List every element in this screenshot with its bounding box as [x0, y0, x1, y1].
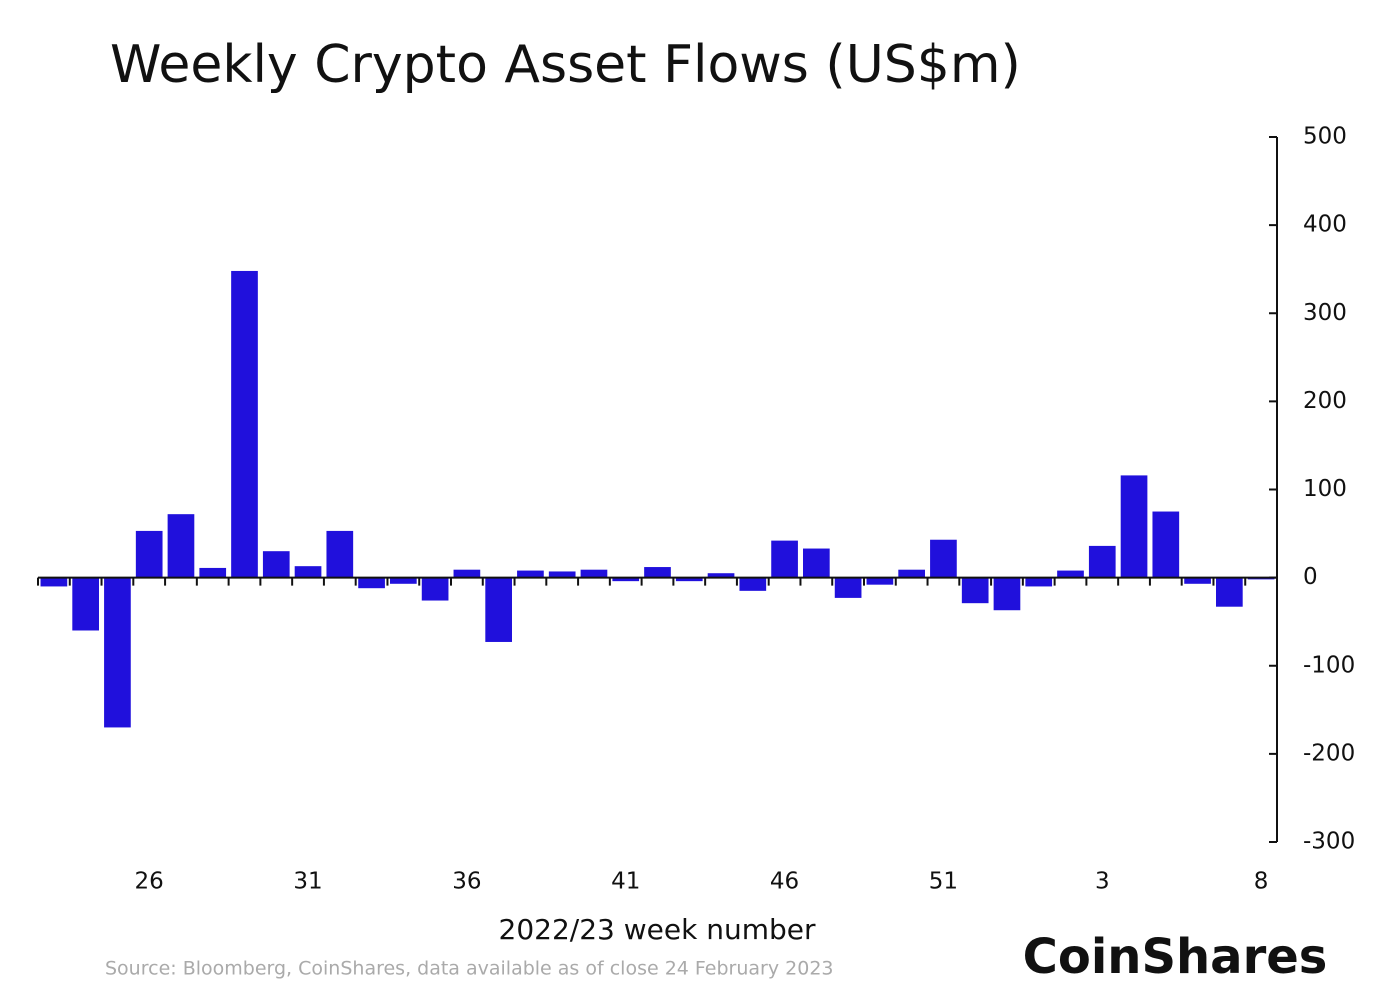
bar [644, 567, 671, 578]
bar [72, 577, 99, 631]
bar [1184, 577, 1211, 584]
bar [40, 577, 68, 587]
bar [1057, 570, 1084, 578]
bar [612, 577, 640, 582]
y-tick-label: 100 [1303, 476, 1347, 502]
bar [104, 577, 131, 728]
y-tick-label: 500 [1303, 124, 1347, 150]
bar [993, 577, 1021, 611]
x-tick-label: 51 [929, 869, 958, 895]
bar [930, 539, 957, 578]
y-tick-label: 400 [1303, 212, 1347, 238]
bar [1025, 577, 1053, 587]
bar [390, 577, 417, 584]
bar [707, 573, 735, 578]
bar [231, 270, 258, 578]
x-tick-label: 41 [611, 869, 640, 895]
x-tick-label: 31 [293, 869, 322, 895]
bar [167, 514, 195, 578]
x-tick-label: 26 [135, 869, 164, 895]
y-tick-label: 0 [1303, 564, 1318, 590]
bar [453, 569, 481, 578]
bar [262, 551, 290, 578]
bar [771, 540, 798, 578]
x-tick-label: 36 [452, 869, 481, 895]
bar [1216, 577, 1243, 607]
bar [580, 569, 608, 578]
logo: CoinShares [1023, 929, 1328, 985]
bar [358, 577, 385, 589]
bar [548, 571, 576, 578]
bar [294, 566, 322, 578]
bar [866, 577, 894, 585]
bar [739, 577, 767, 591]
bar [517, 570, 544, 578]
bar [898, 569, 925, 578]
bar [199, 567, 227, 578]
x-axis-label: 2022/23 week number [499, 913, 816, 946]
bar [326, 530, 354, 578]
bar [803, 548, 830, 578]
bar [135, 530, 163, 578]
bar [1120, 475, 1148, 578]
bar [961, 577, 989, 604]
y-tick-label: -300 [1303, 829, 1355, 855]
source-note: Source: Bloomberg, CoinShares, data avai… [105, 958, 834, 980]
bar [421, 577, 449, 601]
x-tick-label: 3 [1095, 869, 1110, 895]
bar [834, 577, 862, 598]
chart-title: Weekly Crypto Asset Flows (US$m) [110, 35, 1021, 95]
bar [1088, 545, 1116, 578]
y-tick-label: 300 [1303, 300, 1347, 326]
bar [675, 577, 703, 582]
y-tick-label: -100 [1303, 652, 1355, 678]
y-tick-label: -200 [1303, 740, 1355, 766]
bar [1152, 511, 1180, 578]
y-tick-label: 200 [1303, 388, 1347, 414]
bar [485, 577, 512, 642]
x-tick-label: 8 [1254, 869, 1269, 895]
x-tick-label: 46 [770, 869, 799, 895]
